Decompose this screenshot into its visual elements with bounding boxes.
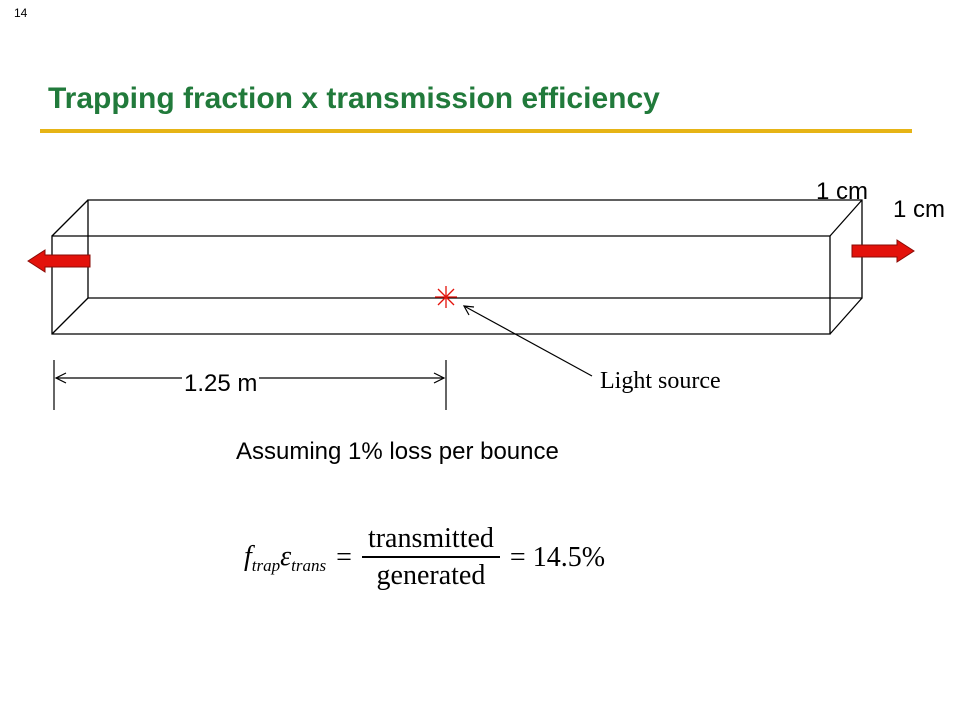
box-edge-top-left — [51, 199, 89, 237]
formula-f-subscript: trap — [251, 555, 281, 575]
slide-title: Trapping fraction x transmission efficie… — [48, 82, 660, 115]
box-edge-bottom-left — [51, 297, 89, 335]
height-dimension-label: 1 cm — [816, 178, 869, 205]
formula-equals-sign: = — [336, 542, 352, 573]
light-source-marker-icon — [435, 286, 457, 308]
formula-fraction-bar — [361, 556, 500, 558]
formula-denominator: generated — [376, 560, 486, 591]
formula-lhs: ftrapεtrans — [244, 541, 326, 576]
title-underline — [40, 129, 912, 133]
light-source-pointer-arrow-icon — [462, 305, 593, 377]
right-exit-arrow-icon — [851, 239, 915, 263]
formula-f-symbol: f — [244, 540, 252, 572]
box-edge-top-right — [829, 199, 863, 237]
box-back-face — [87, 199, 863, 299]
formula-result: = 14.5% — [509, 542, 606, 573]
length-dimension-label: 1.25 m — [182, 370, 260, 398]
efficiency-formula: ftrapεtrans = transmitted generated = 14… — [244, 522, 615, 594]
formula-numerator: transmitted — [367, 523, 494, 554]
formula-epsilon-symbol: ε — [280, 540, 292, 572]
slide-number: 14 — [14, 6, 28, 20]
formula-epsilon-subscript: trans — [291, 555, 327, 575]
formula-fraction: transmitted generated — [361, 523, 500, 592]
light-source-label: Light source — [600, 368, 721, 394]
width-dimension-label: 1 cm — [893, 196, 946, 223]
box-edge-bottom-right — [829, 297, 863, 335]
left-exit-arrow-icon — [27, 249, 91, 273]
loss-assumption-caption: Assuming 1% loss per bounce — [236, 438, 559, 465]
box-front-face — [51, 235, 831, 335]
